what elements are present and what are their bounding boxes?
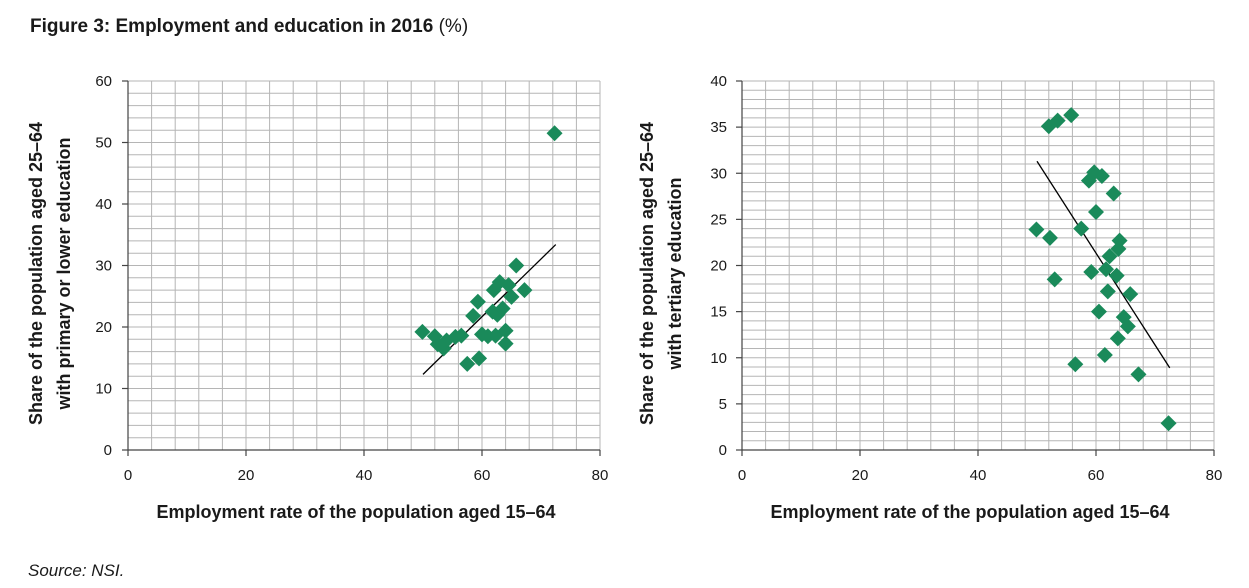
- data-point: [1099, 283, 1116, 300]
- data-point: [1083, 263, 1100, 280]
- data-points: [414, 125, 563, 372]
- y-tick-label: 5: [719, 396, 727, 413]
- data-point: [1088, 203, 1104, 220]
- grid: [128, 80, 600, 450]
- data-point: [453, 327, 470, 344]
- data-point: [1109, 330, 1126, 347]
- y-tick-label: 35: [710, 119, 727, 136]
- x-tick-label: 60: [474, 467, 491, 484]
- figure-title-text: Figure 3: Employment and education in 20…: [30, 16, 434, 37]
- y-axis-title-line-1: Share of the population aged 25–64: [26, 122, 46, 425]
- data-points: [1028, 107, 1177, 432]
- y-tick-label: 15: [710, 304, 727, 321]
- data-point: [497, 322, 514, 339]
- data-point: [1098, 261, 1115, 278]
- x-tick-label: 20: [238, 467, 255, 484]
- data-point: [1090, 303, 1107, 320]
- data-point: [500, 277, 517, 294]
- figure-title: Figure 3: Employment and education in 20…: [30, 16, 468, 38]
- data-point: [1067, 356, 1084, 373]
- data-point: [1160, 415, 1177, 432]
- x-tick-label: 40: [356, 467, 373, 484]
- y-tick-label: 10: [710, 350, 727, 367]
- data-point: [459, 355, 476, 372]
- x-axis-title: Employment rate of the population aged 1…: [770, 502, 1169, 522]
- data-point: [1130, 366, 1147, 383]
- data-point: [1122, 286, 1139, 303]
- data-point: [508, 257, 525, 274]
- data-point: [497, 335, 514, 352]
- y-tick-label: 30: [710, 165, 727, 182]
- y-tick-label: 40: [710, 73, 727, 90]
- data-point: [1073, 220, 1090, 237]
- data-point: [494, 300, 511, 317]
- data-point: [503, 288, 520, 305]
- y-tick-label: 0: [104, 442, 112, 459]
- y-tick-label: 20: [95, 319, 112, 336]
- data-point: [1063, 107, 1080, 124]
- scatter-chart-1: 0 10 20 30 40 50 60 0 20 40 60 80 Employment rate of…: [26, 73, 608, 522]
- data-point: [414, 323, 431, 340]
- data-point: [1108, 267, 1125, 284]
- data-point: [1041, 229, 1058, 246]
- y-axis-title-line-2: with tertiary education: [665, 177, 685, 370]
- source-note: Source: NSI.: [28, 561, 125, 580]
- x-tick-label: 0: [738, 467, 746, 484]
- x-tick-label: 40: [970, 467, 987, 484]
- x-tick-label: 0: [124, 467, 132, 484]
- y-tick-label: 20: [710, 258, 727, 275]
- y-tick-label: 40: [95, 196, 112, 213]
- data-point: [1028, 221, 1045, 238]
- data-point: [1093, 168, 1110, 185]
- scatter-chart-2: 0 5 10 15 20 25 30 35 40 0 20 40 60 80 Employment rate…: [637, 73, 1222, 522]
- grid: [742, 80, 1214, 450]
- y-axis-title-line-1: Share of the population aged 25–64: [637, 122, 657, 425]
- x-tick-label: 80: [1206, 467, 1223, 484]
- data-point: [1049, 112, 1066, 129]
- data-point: [1046, 271, 1063, 288]
- data-point: [1111, 232, 1128, 249]
- data-point: [1096, 346, 1113, 363]
- y-tick-label: 30: [95, 258, 112, 275]
- y-tick-label: 50: [95, 135, 112, 152]
- data-point: [1119, 318, 1136, 335]
- data-point: [465, 307, 482, 324]
- data-point: [471, 350, 488, 367]
- x-axis-title: Employment rate of the population aged 1…: [156, 502, 555, 522]
- data-point: [1101, 248, 1118, 265]
- y-tick-label: 0: [719, 442, 727, 459]
- data-point: [516, 282, 533, 299]
- data-point: [546, 125, 563, 142]
- x-tick-label: 20: [852, 467, 869, 484]
- y-tick-label: 60: [95, 73, 112, 90]
- x-tick-label: 60: [1088, 467, 1105, 484]
- x-tick-label: 80: [592, 467, 609, 484]
- y-axis-title-line-2: with primary or lower education: [54, 137, 74, 410]
- y-tick-label: 25: [710, 211, 727, 228]
- y-tick-label: 10: [95, 381, 112, 398]
- figure-title-unit: (%): [438, 16, 469, 37]
- data-point: [469, 293, 486, 310]
- data-point: [1105, 185, 1122, 202]
